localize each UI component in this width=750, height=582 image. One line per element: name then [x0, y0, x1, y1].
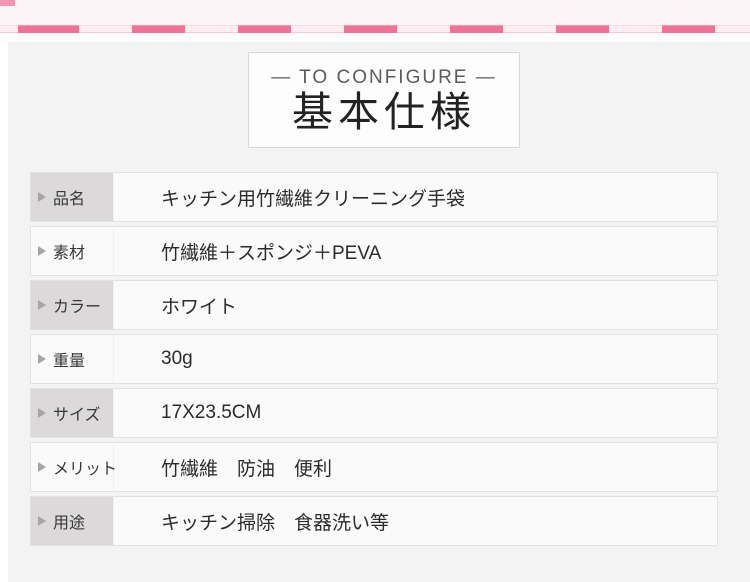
arrow-right-icon — [38, 192, 46, 202]
spec-row: カラー ホワイト — [30, 280, 718, 330]
spec-row: メリット 竹繊維 防油 便利 — [30, 442, 718, 492]
section-subtitle: — TO CONFIGURE — — [271, 67, 497, 88]
spec-row: 素材 竹繊維＋スポンジ＋PEVA — [30, 226, 718, 276]
arrow-right-icon — [38, 300, 46, 310]
spec-row: 品名 キッチン用竹繊維クリーニング手袋 — [30, 172, 718, 222]
spec-value: キッチン掃除 食器洗い等 — [161, 512, 390, 534]
spec-label-cell: カラー — [31, 281, 114, 329]
spec-row: 重量 30g — [30, 334, 718, 384]
arrow-right-icon — [38, 408, 46, 418]
spec-label: 素材 — [53, 245, 86, 262]
spec-label: サイズ — [53, 407, 101, 424]
spec-label-cell: 用途 — [31, 497, 114, 545]
banner-lower-strip — [0, 33, 750, 42]
spec-label: カラー — [53, 299, 102, 316]
spec-value: 30g — [161, 348, 193, 369]
arrow-right-icon — [38, 354, 46, 364]
spec-label: メリット — [53, 461, 118, 478]
spec-row: 用途 キッチン掃除 食器洗い等 — [30, 496, 718, 546]
spec-table: 品名 キッチン用竹繊維クリーニング手袋 素材 竹繊維＋スポンジ＋PEVA カラー… — [30, 172, 718, 550]
spec-label: 品名 — [53, 191, 86, 208]
corner-pink-dash-icon — [0, 0, 15, 6]
spec-value: 17X23.5CM — [161, 402, 262, 423]
spec-value: ホワイト — [161, 296, 238, 318]
spec-label-cell: メリット — [31, 443, 118, 491]
spec-label-cell: 品名 — [31, 173, 114, 221]
spec-label: 重量 — [53, 353, 86, 370]
pink-dashed-divider — [0, 25, 750, 33]
arrow-right-icon — [38, 462, 46, 472]
title-box: — TO CONFIGURE — 基本仕様 — [248, 52, 520, 148]
arrow-right-icon — [38, 516, 46, 526]
spec-value: 竹繊維＋スポンジ＋PEVA — [161, 242, 382, 264]
spec-value: 竹繊維 防油 便利 — [161, 458, 333, 480]
spec-row: サイズ 17X23.5CM — [30, 388, 718, 438]
pink-dashes-icon — [0, 25, 750, 33]
arrow-right-icon — [38, 246, 46, 256]
spec-value: キッチン用竹繊維クリーニング手袋 — [161, 188, 466, 210]
spec-label-cell: 素材 — [31, 227, 114, 275]
top-banner — [0, 0, 750, 42]
spec-label: 用途 — [53, 515, 86, 532]
spec-label-cell: サイズ — [31, 389, 114, 437]
section-title: 基本仕様 — [292, 89, 476, 135]
spec-label-cell: 重量 — [31, 335, 114, 383]
